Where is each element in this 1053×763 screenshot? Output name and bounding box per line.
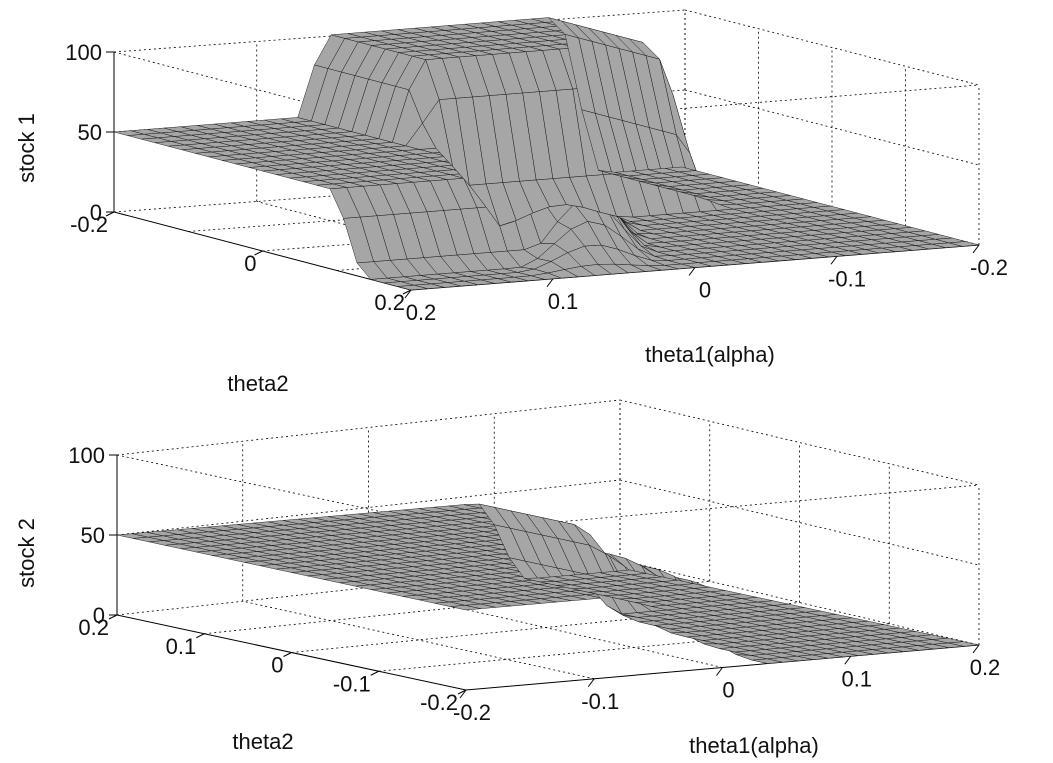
y-tick xyxy=(196,633,205,639)
y-tick-label: 0.2 xyxy=(374,290,405,315)
y-tick-label: 0 xyxy=(271,653,283,678)
x-tick xyxy=(546,278,554,288)
x-tick xyxy=(716,667,723,676)
grid-line xyxy=(116,479,621,536)
plot2-zlabel: stock 2 xyxy=(14,518,39,588)
x-tick-label: 0.2 xyxy=(406,300,437,325)
plot1-xlabel: theta1(alpha) xyxy=(645,342,775,367)
y-tick xyxy=(254,250,263,256)
surface-cell xyxy=(665,166,696,173)
y-tick-label: 0.1 xyxy=(166,634,197,659)
y-tick-label: 0.2 xyxy=(78,615,109,640)
grid-line xyxy=(619,399,980,486)
plot1-zlabel: stock 1 xyxy=(14,113,39,183)
z-tick-label: 50 xyxy=(81,523,105,548)
plot2-tick-labels: 0 50 100 -0.2 -0.1 0 0.1 0.2 0.2 0.1 0 -0.1 -0.2 xyxy=(68,443,1000,725)
x-tick xyxy=(688,267,696,276)
grid-line xyxy=(684,9,980,86)
x-tick xyxy=(404,289,412,299)
x-tick-label: 0.1 xyxy=(548,289,579,314)
x-tick xyxy=(844,655,852,665)
y-tick xyxy=(108,614,118,620)
y-tick-label: -0.2 xyxy=(420,690,458,715)
surface-plot-stock-2: 0 50 100 -0.2 -0.1 0 0.1 0.2 0.2 0.1 0 -0.1 -0.2 sto… xyxy=(14,399,1000,758)
grid-line xyxy=(368,587,723,668)
x-tick-label: 0.1 xyxy=(841,666,872,691)
plot2-ylabel: theta2 xyxy=(232,729,293,754)
z-tick-label: 50 xyxy=(78,120,102,145)
x-tick xyxy=(587,678,595,688)
x-tick xyxy=(972,644,980,654)
plot2-surface-mesh xyxy=(116,503,980,664)
y-tick xyxy=(402,289,412,295)
x-tick-label: 0 xyxy=(699,278,711,303)
grid-line xyxy=(619,479,980,566)
x-tick xyxy=(972,244,980,254)
y-tick xyxy=(370,670,379,676)
x-tick-label: -0.1 xyxy=(828,266,866,291)
plot2-xlabel: theta1(alpha) xyxy=(689,733,819,758)
z-tick-label: 100 xyxy=(68,443,105,468)
x-tick-label: 0.2 xyxy=(970,655,1001,680)
surface-cell xyxy=(614,569,647,575)
y-tick xyxy=(457,689,467,695)
x-tick-label: -0.1 xyxy=(581,689,619,714)
y-tick xyxy=(283,652,292,657)
x-tick xyxy=(830,255,838,265)
grid-line xyxy=(116,399,621,456)
x-tick-label: -0.2 xyxy=(970,255,1008,280)
x-tick xyxy=(459,689,467,699)
plot1-surface-mesh xyxy=(113,17,980,291)
z-tick-label: 0 xyxy=(93,603,105,628)
y-tick xyxy=(105,211,115,217)
x-tick-label: 0 xyxy=(722,678,734,703)
y-tick-label: -0.2 xyxy=(70,212,108,237)
grid-line xyxy=(619,559,980,646)
z-tick-label: 0 xyxy=(90,200,102,225)
y-tick-label: -0.1 xyxy=(333,671,371,696)
x-tick-label: -0.2 xyxy=(453,700,491,725)
plot1-ylabel: theta2 xyxy=(227,371,288,396)
y-tick-label: 0 xyxy=(244,251,256,276)
z-tick-label: 100 xyxy=(65,40,102,65)
grid-line xyxy=(242,600,595,680)
